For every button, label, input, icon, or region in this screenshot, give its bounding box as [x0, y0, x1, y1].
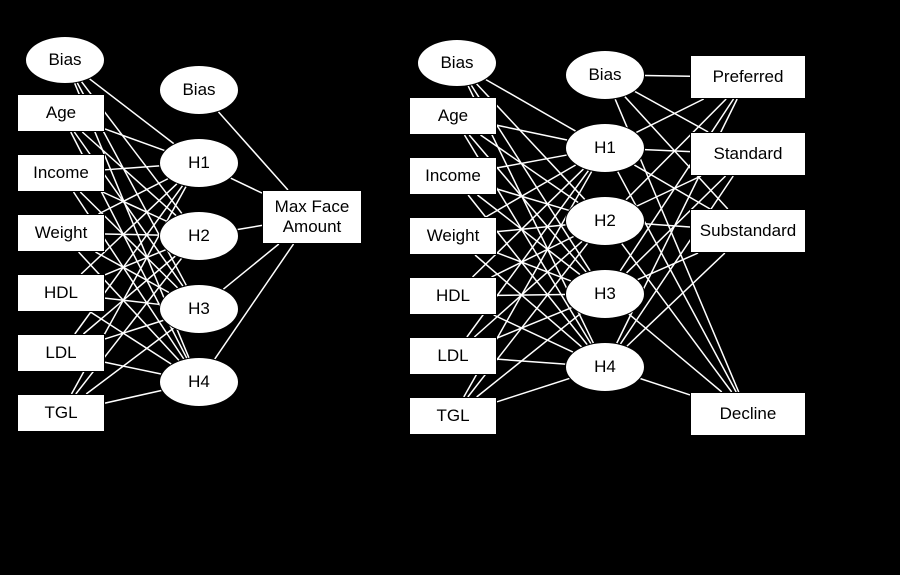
- node-h2_h3: H3: [565, 269, 645, 319]
- edge: [494, 315, 573, 352]
- edge: [105, 166, 159, 170]
- node-h1_h4: H4: [159, 357, 239, 407]
- node-label: H4: [594, 357, 616, 377]
- edge: [105, 320, 163, 339]
- node-o2_sub: Substandard: [690, 209, 806, 253]
- node-label: H2: [594, 211, 616, 231]
- node-label: HDL: [44, 283, 78, 303]
- edge: [223, 244, 278, 289]
- node-h2_h2: H2: [565, 196, 645, 246]
- node-label: Income: [33, 163, 89, 183]
- edge: [103, 192, 167, 221]
- edge: [636, 99, 703, 132]
- node-h1_bias: Bias: [159, 65, 239, 115]
- edge: [105, 129, 164, 151]
- node-h2_h4: H4: [565, 342, 645, 392]
- node-label: Weight: [427, 226, 480, 246]
- edge: [105, 298, 160, 304]
- edge: [492, 236, 574, 277]
- node-label: TGL: [44, 403, 77, 423]
- edge: [640, 379, 690, 395]
- node-l2_bias: Bias: [417, 39, 497, 87]
- node-label: Income: [425, 166, 481, 186]
- node-label: H4: [188, 372, 210, 392]
- node-o1_max: Max Face Amount: [262, 190, 362, 244]
- node-label: Weight: [35, 223, 88, 243]
- node-l2_tgl: TGL: [409, 397, 497, 435]
- node-label: Max Face Amount: [275, 197, 350, 236]
- node-label: Substandard: [700, 221, 796, 241]
- edge: [105, 250, 166, 275]
- edge: [98, 179, 167, 214]
- edge: [620, 176, 733, 344]
- edge: [497, 125, 567, 140]
- edge: [238, 225, 262, 229]
- node-label: H3: [594, 284, 616, 304]
- node-label: Decline: [720, 404, 777, 424]
- edge: [497, 225, 565, 232]
- edge: [497, 378, 569, 401]
- node-l2_hdl: HDL: [409, 277, 497, 315]
- node-l1_hdl: HDL: [17, 274, 105, 312]
- node-label: Bias: [182, 80, 215, 100]
- edge: [105, 390, 161, 403]
- node-h1_h3: H3: [159, 284, 239, 334]
- edge: [486, 165, 576, 217]
- node-label: Standard: [714, 144, 783, 164]
- node-label: Bias: [440, 53, 473, 73]
- node-l1_tgl: TGL: [17, 394, 105, 432]
- edge: [497, 359, 565, 364]
- node-label: Bias: [588, 65, 621, 85]
- edge: [497, 308, 572, 338]
- edge: [105, 234, 159, 235]
- edge: [105, 362, 161, 374]
- node-label: H2: [188, 226, 210, 246]
- node-label: H3: [188, 299, 210, 319]
- node-label: H1: [594, 138, 616, 158]
- node-l2_income: Income: [409, 157, 497, 195]
- node-label: H1: [188, 153, 210, 173]
- node-o2_dec: Decline: [690, 392, 806, 436]
- node-l1_income: Income: [17, 154, 105, 192]
- node-label: Age: [438, 106, 468, 126]
- node-label: HDL: [436, 286, 470, 306]
- edge: [497, 155, 567, 168]
- edge: [497, 253, 571, 281]
- node-l2_age: Age: [409, 97, 497, 135]
- node-l1_weight: Weight: [17, 214, 105, 252]
- node-o2_pref: Preferred: [690, 55, 806, 99]
- edge: [629, 314, 722, 392]
- edge: [96, 252, 169, 292]
- node-h1_h1: H1: [159, 138, 239, 188]
- node-label: Age: [46, 103, 76, 123]
- node-label: TGL: [436, 406, 469, 426]
- edge: [638, 253, 698, 280]
- node-h2_bias: Bias: [565, 50, 645, 100]
- node-l2_weight: Weight: [409, 217, 497, 255]
- edge: [231, 178, 262, 193]
- edge: [645, 224, 690, 227]
- node-l1_bias: Bias: [25, 36, 105, 84]
- edge: [486, 80, 576, 131]
- edge: [497, 295, 565, 296]
- node-o2_std: Standard: [690, 132, 806, 176]
- node-h1_h2: H2: [159, 211, 239, 261]
- node-label: Preferred: [713, 67, 784, 87]
- node-label: Bias: [48, 50, 81, 70]
- edge: [645, 150, 690, 152]
- edge: [497, 189, 569, 210]
- node-label: LDL: [45, 343, 76, 363]
- node-h2_h1: H1: [565, 123, 645, 173]
- node-l1_ldl: LDL: [17, 334, 105, 372]
- node-label: LDL: [437, 346, 468, 366]
- node-l1_age: Age: [17, 94, 105, 132]
- edge: [645, 76, 690, 77]
- edge: [637, 176, 701, 206]
- node-l2_ldl: LDL: [409, 337, 497, 375]
